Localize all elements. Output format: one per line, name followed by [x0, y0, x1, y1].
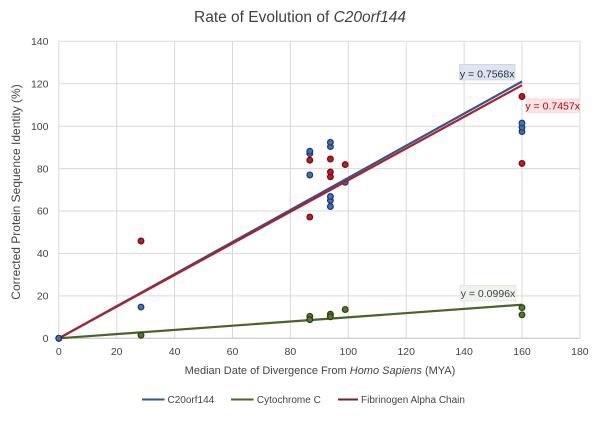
- svg-text:40: 40: [169, 346, 181, 358]
- svg-text:40: 40: [37, 248, 49, 260]
- svg-text:100: 100: [340, 346, 358, 358]
- svg-text:y = 0.0996x: y = 0.0996x: [461, 288, 516, 300]
- svg-text:20: 20: [111, 346, 123, 358]
- svg-text:120: 120: [31, 78, 49, 90]
- svg-text:0: 0: [43, 333, 49, 345]
- svg-text:Fibrinogen Alpha Chain: Fibrinogen Alpha Chain: [361, 395, 465, 406]
- svg-text:20: 20: [37, 291, 49, 303]
- svg-text:Median Date of Divergence From: Median Date of Divergence From Homo Sapi…: [185, 365, 456, 377]
- svg-text:Corrected Protein Sequence Ide: Corrected Protein Sequence Identity (%): [9, 84, 23, 299]
- svg-text:C20orf144: C20orf144: [168, 395, 215, 406]
- svg-text:0: 0: [56, 346, 62, 358]
- svg-text:140: 140: [31, 36, 49, 48]
- svg-text:80: 80: [37, 163, 49, 175]
- svg-text:y = 0.7457x: y = 0.7457x: [525, 101, 580, 113]
- svg-text:160: 160: [513, 346, 531, 358]
- svg-text:120: 120: [397, 346, 415, 358]
- svg-text:140: 140: [455, 346, 473, 358]
- svg-text:100: 100: [31, 121, 49, 133]
- svg-text:Rate of Evolution of C20orf144: Rate of Evolution of C20orf144: [194, 9, 406, 26]
- svg-text:180: 180: [571, 346, 589, 358]
- svg-text:Cytochrome C: Cytochrome C: [257, 395, 321, 406]
- svg-text:60: 60: [227, 346, 239, 358]
- svg-text:y = 0.7568x: y = 0.7568x: [460, 69, 515, 81]
- svg-text:60: 60: [37, 206, 49, 218]
- svg-text:80: 80: [285, 346, 297, 358]
